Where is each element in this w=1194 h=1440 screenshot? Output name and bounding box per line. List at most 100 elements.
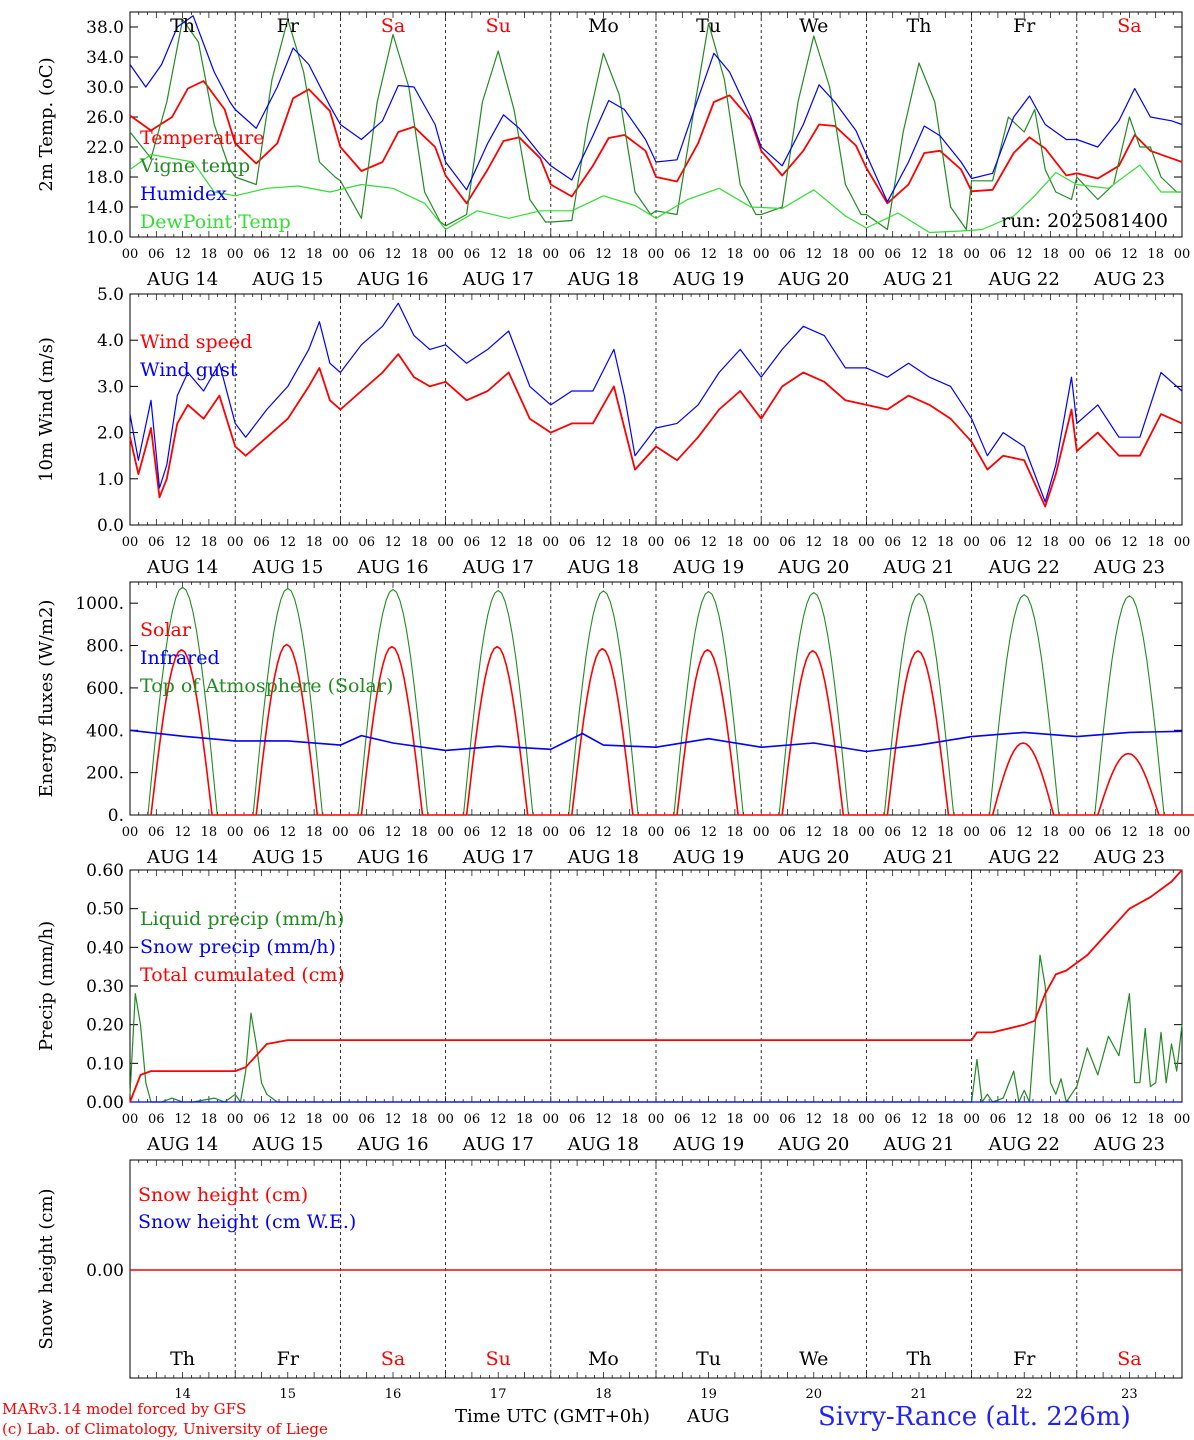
series-line: [129, 302, 1183, 503]
hour-tick-label: 18: [1042, 247, 1059, 262]
hour-tick-label: 06: [358, 535, 375, 550]
hour-tick-label: 12: [490, 247, 507, 262]
hour-tick-label: 12: [806, 1112, 823, 1127]
hour-tick-label: 12: [174, 535, 191, 550]
hour-tick-label: 18: [621, 1112, 638, 1127]
date-label: AUG 22: [988, 847, 1060, 868]
hour-tick-label: 12: [1016, 247, 1033, 262]
series-line: [129, 869, 1183, 1103]
hour-tick-label: 12: [700, 825, 717, 840]
hour-tick-label: 06: [990, 535, 1007, 550]
day-name: We: [799, 1348, 828, 1370]
hour-tick-label: 06: [674, 535, 691, 550]
date-label: AUG 20: [777, 557, 849, 578]
hour-tick-label: 06: [148, 535, 165, 550]
hour-tick-label: 12: [1121, 247, 1138, 262]
hour-tick-label: 18: [1042, 535, 1059, 550]
hour-tick-label: 00: [1069, 535, 1086, 550]
hour-tick-label: 06: [1095, 825, 1112, 840]
hour-tick-label: 00: [543, 1112, 560, 1127]
hour-tick-label: 00: [1174, 1112, 1191, 1127]
hour-tick-label: 00: [437, 1112, 454, 1127]
hour-tick-label: 00: [753, 535, 770, 550]
day-name: Sa: [1117, 1348, 1141, 1370]
hour-tick-label: 06: [674, 1112, 691, 1127]
series-line: [150, 643, 1194, 816]
y-tick-label: 0.30: [86, 977, 124, 997]
date-label: AUG 17: [462, 557, 534, 578]
legend-entry: Snow precip (mm/h): [140, 936, 336, 958]
hour-tick-label: 06: [569, 1112, 586, 1127]
hour-tick-label: 12: [911, 247, 928, 262]
legend-entry: Vigne temp: [139, 155, 250, 177]
day-number: 17: [490, 1387, 507, 1400]
hour-tick-label: 00: [122, 247, 139, 262]
hour-tick-label: 12: [1121, 1112, 1138, 1127]
hour-tick-label: 00: [753, 247, 770, 262]
hour-tick-label: 12: [490, 1112, 507, 1127]
hour-tick-label: 12: [911, 1112, 928, 1127]
hour-tick-label: 00: [648, 535, 665, 550]
hour-tick-label: 18: [1042, 825, 1059, 840]
hour-tick-label: 00: [648, 825, 665, 840]
day-name: Tu: [696, 15, 721, 37]
hour-tick-label: 18: [306, 825, 323, 840]
hour-tick-label: 18: [411, 1112, 428, 1127]
series-line: [129, 729, 1183, 753]
legend-entry: Temperature: [140, 127, 264, 149]
date-label: AUG 23: [1093, 557, 1165, 578]
hour-tick-label: 06: [358, 247, 375, 262]
hour-tick-label: 06: [253, 535, 270, 550]
y-tick-label: 4.0: [97, 331, 124, 351]
day-name: Fr: [277, 1348, 300, 1370]
series-line: [129, 353, 1183, 508]
hour-tick-label: 06: [779, 247, 796, 262]
y-tick-label: 0.: [108, 806, 124, 826]
hour-tick-label: 18: [621, 825, 638, 840]
hour-tick-label: 12: [1016, 535, 1033, 550]
y-tick-label: 0.50: [86, 900, 124, 920]
y-tick-label: 5.0: [97, 285, 124, 305]
hour-tick-label: 06: [358, 1112, 375, 1127]
month-label: AUG: [687, 1406, 730, 1427]
hour-tick-label: 12: [490, 535, 507, 550]
day-name: Th: [907, 15, 932, 37]
hour-tick-label: 00: [753, 1112, 770, 1127]
hour-tick-label: 06: [779, 1112, 796, 1127]
date-label: AUG 22: [988, 557, 1060, 578]
hour-tick-label: 18: [832, 247, 849, 262]
hour-tick-label: 18: [411, 825, 428, 840]
date-label: AUG 23: [1093, 847, 1165, 868]
hour-tick-label: 18: [832, 535, 849, 550]
hour-tick-label: 12: [700, 535, 717, 550]
date-label: AUG 19: [672, 1134, 744, 1155]
hour-tick-label: 12: [174, 247, 191, 262]
hour-tick-label: 18: [937, 1112, 954, 1127]
hour-tick-label: 00: [963, 825, 980, 840]
day-name: Sa: [381, 15, 405, 37]
day-number: 14: [174, 1387, 191, 1400]
hour-tick-label: 06: [464, 535, 481, 550]
hour-tick-label: 00: [1174, 825, 1191, 840]
date-label: AUG 16: [356, 847, 428, 868]
hour-tick-label: 00: [437, 247, 454, 262]
day-number: 19: [700, 1387, 717, 1400]
y-tick-label: 600.: [86, 679, 124, 699]
y-tick-label: 22.0: [86, 138, 124, 158]
hour-tick-label: 00: [963, 1112, 980, 1127]
date-label: AUG 15: [251, 269, 323, 290]
hour-tick-label: 00: [1069, 825, 1086, 840]
day-name: Mo: [588, 15, 619, 37]
hour-tick-label: 06: [464, 1112, 481, 1127]
hour-tick-label: 12: [595, 247, 612, 262]
hour-tick-label: 18: [201, 535, 218, 550]
hour-tick-label: 12: [280, 1112, 297, 1127]
hour-tick-label: 06: [1095, 247, 1112, 262]
hour-tick-label: 18: [727, 247, 744, 262]
panel-frame: [129, 11, 1183, 238]
hour-tick-label: 06: [253, 247, 270, 262]
hour-tick-label: 00: [227, 247, 244, 262]
hour-tick-label: 06: [884, 535, 901, 550]
y-tick-label: 1000.: [75, 594, 124, 614]
hour-tick-label: 00: [753, 825, 770, 840]
